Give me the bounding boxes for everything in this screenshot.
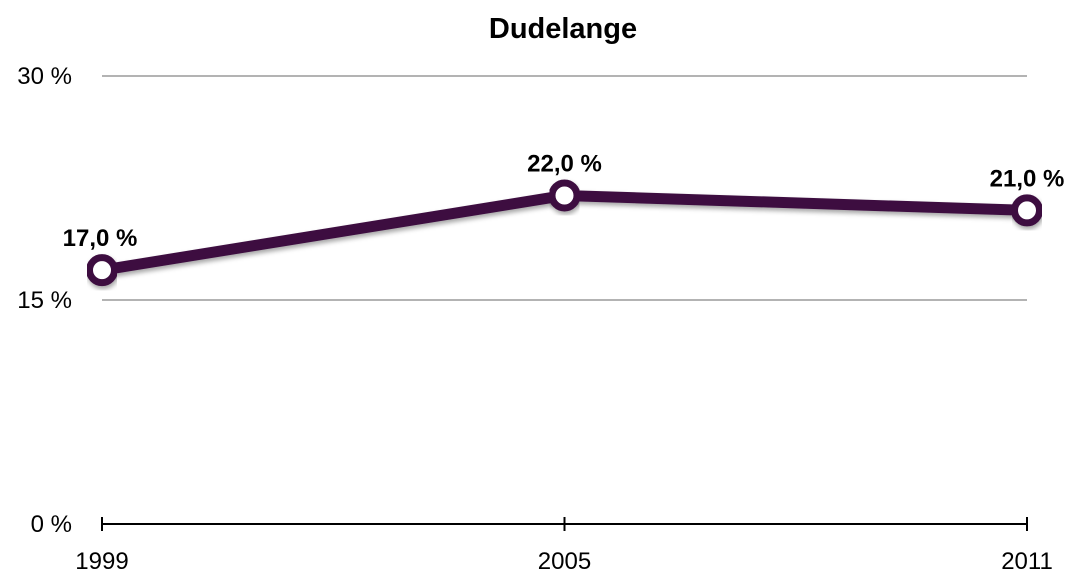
data-series [86, 179, 1043, 287]
gridlines [102, 75, 1027, 301]
data-labels: 17,0 % 22,0 % 21,0 % [63, 150, 1065, 252]
x-axis [101, 517, 1028, 531]
y-tick-label: 30 % [17, 63, 72, 90]
x-axis-tick-labels: 1999 2005 2011 [75, 548, 1053, 571]
data-point [548, 179, 581, 212]
y-tick-label: 15 % [17, 287, 72, 314]
y-tick-label: 0 % [31, 511, 72, 538]
x-tick-label: 2011 [1001, 548, 1053, 571]
y-axis-tick-labels: 0 % 15 % 30 % [17, 63, 72, 538]
chart-title: Dudelange [489, 13, 637, 45]
data-point [86, 254, 118, 287]
x-tick-label: 2005 [538, 548, 591, 571]
data-label: 17,0 % [63, 225, 138, 252]
data-label: 22,0 % [527, 150, 602, 177]
x-tick-label: 1999 [75, 548, 128, 571]
data-label: 21,0 % [990, 165, 1065, 192]
data-point [1011, 194, 1043, 227]
